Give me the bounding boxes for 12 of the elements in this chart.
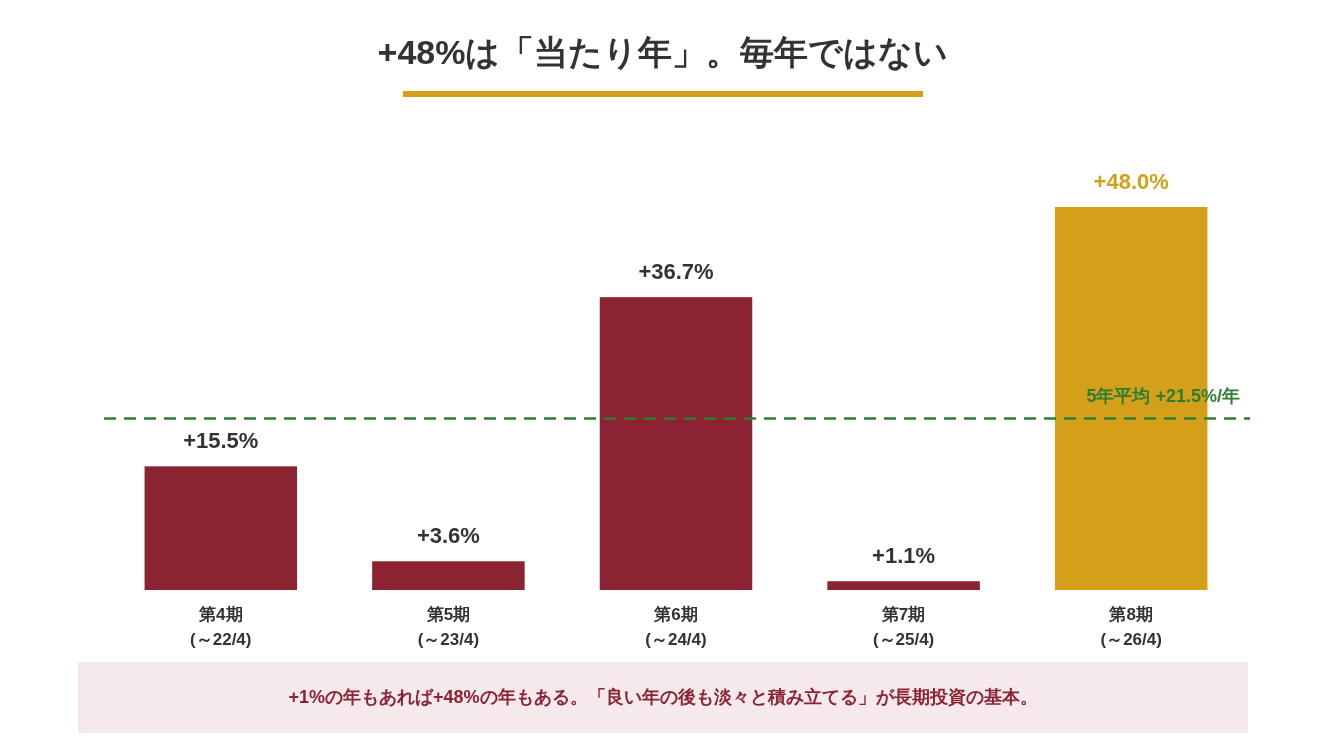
data-label: +15.5% (183, 428, 259, 454)
chart-title: +48%は「当たり年」。毎年ではない (377, 33, 949, 71)
data-label: +36.7% (638, 259, 714, 285)
data-label: +48.0% (1093, 169, 1169, 194)
x-tick-label: 第7期 (～25/4) (872, 605, 935, 649)
data-label: +1.1% (872, 543, 936, 569)
text: +1%の年もあれば+48%の年もある。「良い年の後も淡々と積み立てる」が長期投資の基本。 (288, 687, 1038, 707)
x-tick-label: 第5期 (～23/4) (417, 605, 480, 649)
x-tick-label: 第4期 (～22/4) (190, 605, 252, 649)
x-tick-label: 第6期 (～24/4) (645, 605, 707, 649)
data-label: +3.6% (416, 523, 480, 549)
x-tick-label: 第8期 (～26/4) (1100, 605, 1162, 649)
